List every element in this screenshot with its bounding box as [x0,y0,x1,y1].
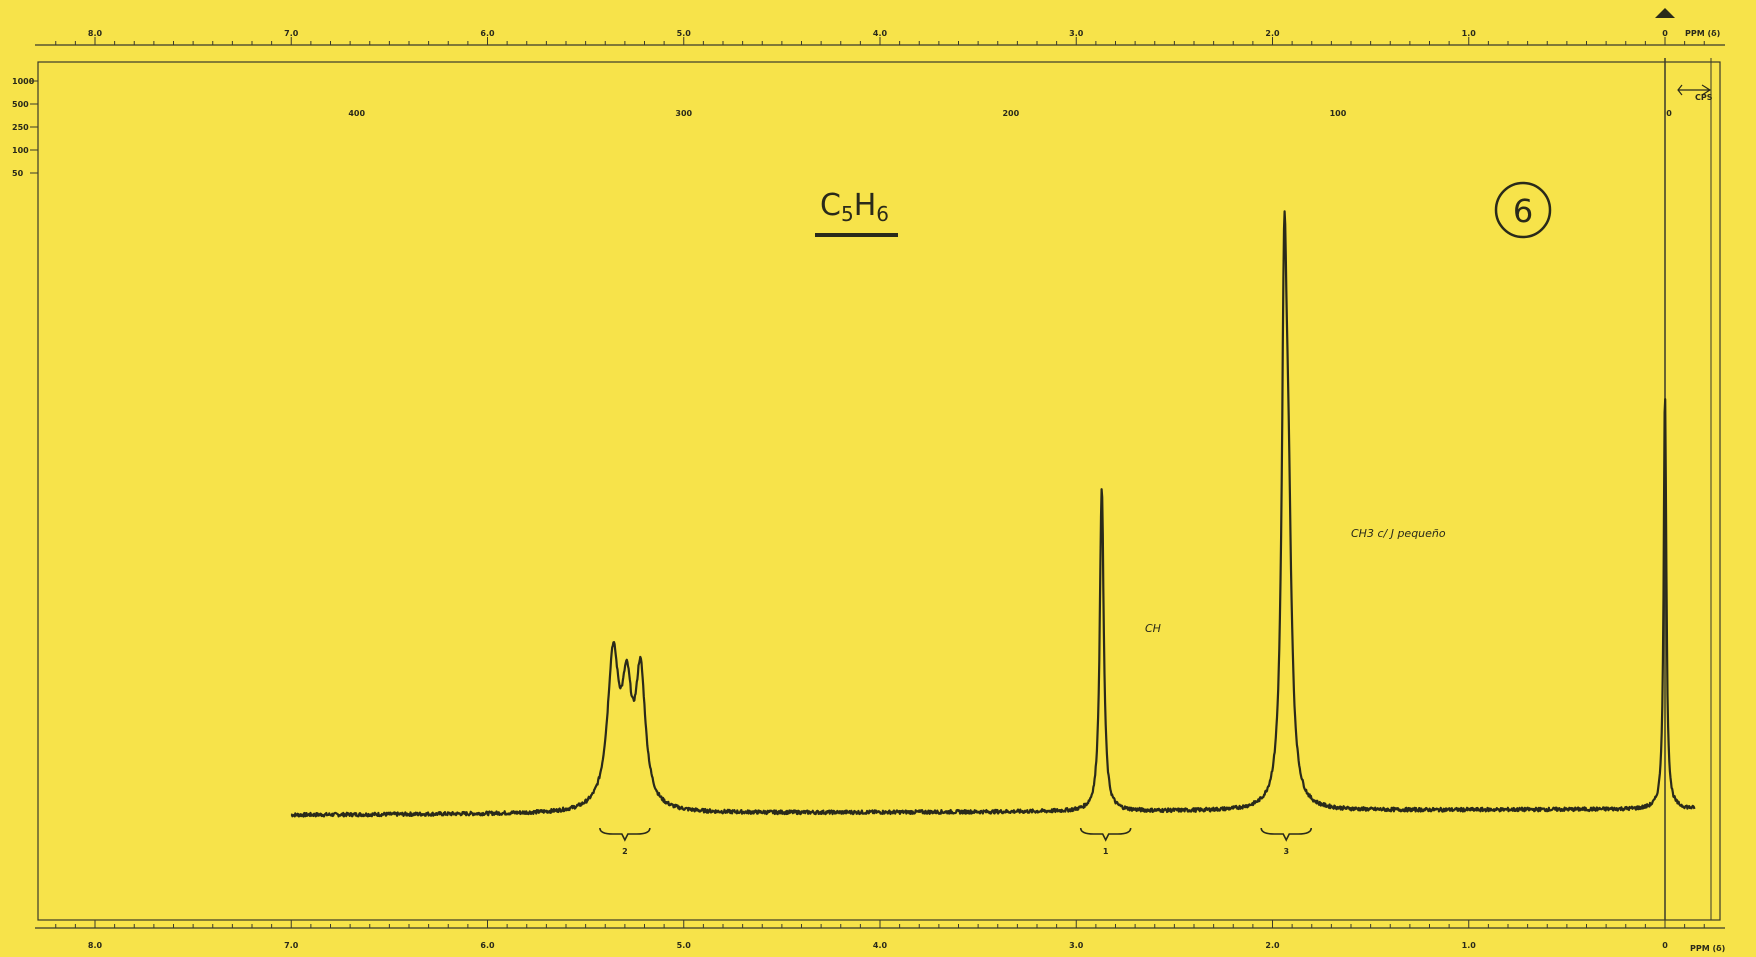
bottom-ppm-tick-label: 1.0 [1462,941,1477,950]
top-ppm-tick-label: 7.0 [284,29,299,38]
peak-annotation: CH [1145,622,1161,635]
top-ppm-tick-label: 3.0 [1069,29,1084,38]
top-ppm-tick-label: 1.0 [1462,29,1477,38]
cps-tick-label: 300 [675,109,692,118]
ppm-axis-label-bottom: PPM (δ) [1690,944,1725,953]
cps-axis-label: CPS [1695,93,1713,102]
cps-labels: 400 300 200 100 0 [348,109,1672,118]
integration-value: 1 [1103,847,1109,856]
top-ppm-labels: 8.0 7.0 6.0 5.0 4.0 3.0 2.0 1.0 0 [88,29,1668,38]
sweep-scale-label: 1000 [12,77,35,86]
compound-title: C5H6 [815,188,898,237]
integration-brackets: 2 1 3 [599,827,1313,856]
integration-bracket [1079,827,1132,842]
integration-bracket [599,827,651,842]
bottom-ppm-tick-label: 3.0 [1069,941,1084,950]
bottom-ppm-tick-label: 6.0 [480,941,495,950]
sweep-scale-label: 100 [12,146,29,155]
zero-marker-icon [1655,8,1675,18]
chart-frame [37,61,1721,921]
top-ppm-tick-label: 0 [1662,29,1668,38]
svg-text:6: 6 [1513,192,1533,230]
cps-tick-label: 0 [1666,109,1672,118]
top-ppm-tick-label: 8.0 [88,29,103,38]
top-ppm-tick-label: 5.0 [677,29,692,38]
top-ppm-tick-label: 4.0 [873,29,888,38]
integration-value: 3 [1283,847,1289,856]
bottom-ppm-tick-label: 7.0 [284,941,299,950]
sweep-scale-label: 250 [12,123,29,132]
bottom-ppm-tick-label: 8.0 [88,941,103,950]
ppm-axis-label-top: PPM (δ) [1685,29,1720,38]
spectrum-trace [290,210,1696,818]
cps-tick-label: 100 [1330,109,1347,118]
bottom-ppm-tick-label: 0 [1662,941,1668,950]
sweep-scale-labels: 1000 500 250 100 50 [12,77,38,178]
top-minor-ticks [55,37,1705,45]
bottom-ppm-labels: 8.0 7.0 6.0 5.0 4.0 3.0 2.0 1.0 0 [88,941,1668,950]
bottom-ppm-tick-label: 2.0 [1265,941,1280,950]
integration-bracket [1260,827,1313,842]
cps-tick-label: 400 [348,109,365,118]
cps-tick-label: 200 [1002,109,1019,118]
sweep-scale-label: 500 [12,100,29,109]
spectrum-number-badge: 6 [1494,181,1552,239]
top-ppm-tick-label: 6.0 [480,29,495,38]
svg-text:C5H6: C5H6 [820,188,889,226]
peak-annotations: CH CH3 c/ J pequeño [1145,527,1446,635]
bottom-ppm-tick-label: 5.0 [677,941,692,950]
bottom-minor-ticks [55,920,1705,928]
cps-arrow-icon [1677,84,1712,96]
peak-annotation: CH3 c/ J pequeño [1351,527,1446,540]
bottom-ppm-tick-label: 4.0 [873,941,888,950]
integration-value: 2 [622,847,628,856]
top-ppm-tick-label: 2.0 [1265,29,1280,38]
sweep-scale-label: 50 [12,169,24,178]
